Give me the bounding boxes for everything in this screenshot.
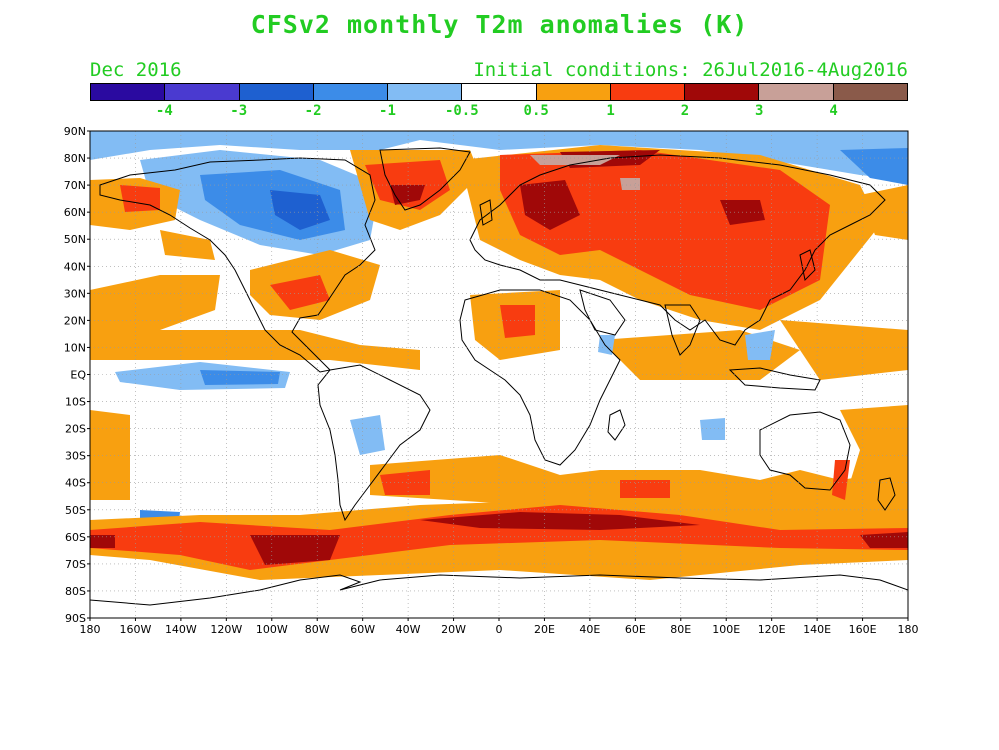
lon-tick-label: 80E [670,623,691,636]
colorbar-label: -1 [379,103,396,119]
colorbar-swatch-0 [91,84,166,100]
arctic-cold-core [840,148,908,185]
colorbar [90,83,908,101]
lat-tick-label: 60S [65,531,86,544]
colorbar-label: 2 [680,103,690,119]
valid-month: Dec 2016 [90,59,182,81]
lat-tick-label: 70S [65,558,86,571]
lat-tick-label: 60N [64,206,86,219]
lon-tick-label: 160W [120,623,152,636]
lat-tick-label: 20S [65,423,86,436]
maritime-cold [745,330,775,360]
lon-tick-label: 100W [256,623,288,636]
e-australia-warm [840,405,908,520]
lon-tick-label: 60E [625,623,646,636]
colorbar-label: -3 [230,103,248,119]
colorbar-labels: -4 -3 -2 -1 -0.5 0.5 1 2 3 4 [90,103,908,119]
lon-tick-label: 180 [898,623,919,636]
lon-tick-label: 20W [441,623,466,636]
map-title: CFSv2 monthly T2m anomalies (K) [250,10,749,39]
colorbar-swatch-9 [759,84,834,100]
lat-tick-label: 40N [64,260,86,273]
lat-tick-label: 30S [65,450,86,463]
lon-tick-label: 120E [758,623,786,636]
lon-tick-label: 140W [165,623,197,636]
lat-tick-label: 30N [64,287,86,300]
n-africa-warm-2 [500,305,535,338]
southern-ocean-core-2 [420,512,700,530]
eurasia-warm-core-1 [520,180,580,230]
southern-ocean-core-3 [90,535,115,548]
lon-tick-label: 140E [803,623,831,636]
colorbar-swatch-1 [165,84,240,100]
colorbar-swatch-10 [833,84,907,100]
alaska-warm-2 [120,185,160,212]
colorbar-swatch-4 [388,84,463,100]
lat-tick-label: 80S [65,585,86,598]
colorbar-label: 0.5 [523,103,549,119]
eurasia-extreme-2 [620,178,640,190]
canada-cold-core [270,190,330,230]
lat-tick-label: 10S [65,396,86,409]
s-america-cold [350,415,385,455]
lat-tick-label: 90S [65,612,86,625]
colorbar-swatch-2 [239,84,314,100]
colorbar-swatch-5 [462,84,537,100]
colorbar-swatch-7 [610,84,686,100]
lat-tick-label: 50S [65,504,86,517]
lat-tick-label: 80N [64,152,86,165]
s-atlantic-warm-2 [380,470,430,495]
arctic-cold-band [90,131,908,180]
colorbar-label: 1 [606,103,615,119]
lon-tick-label: 0 [496,623,503,636]
eq-pacific-cold-core [200,370,280,385]
colorbar-label: -2 [304,103,322,119]
indian-ocean-cold [700,418,725,440]
lat-tick-label: 50N [64,233,86,246]
colorbar-swatch-3 [313,84,389,100]
southern-ocean-core-1 [250,535,340,565]
coastlines [90,147,908,606]
lat-tick-label: 10N [64,341,86,354]
lat-tick-label: 90N [64,125,86,138]
colorbar-swatch-8 [685,84,760,100]
lon-tick-label: 20E [534,623,555,636]
w-pacific-warm [780,320,908,380]
lat-tick-label: 70N [64,179,86,192]
lon-tick-label: 80W [305,623,330,636]
colorbar-swatch-6 [536,84,611,100]
n-pacific-warm [90,275,220,330]
eurasia-warm-mid [500,150,830,310]
lon-tick-label: 40E [579,623,600,636]
colorbar-label: -4 [155,103,173,119]
anomaly-shading [90,131,908,580]
colorbar-label: 3 [755,103,764,119]
latitude-axis: 90N 80N 70N 60N 50N 40N 30N 20N 10N EQ 10S 20S 30S 40… [64,125,90,625]
s-indian-warm-2 [620,480,670,498]
lon-tick-label: 120W [210,623,242,636]
lon-tick-label: 60W [350,623,375,636]
longitude-axis: 180 160W 140W 120W 100W 80W 60W 40W 20W 0 20E 40E 60… [80,618,919,636]
initial-conditions: Initial conditions: 26Jul2016-4Aug2016 [473,59,908,81]
lon-tick-label: 160E [849,623,877,636]
lon-tick-label: 40W [396,623,421,636]
tropical-atlantic-warm [90,330,420,370]
lat-tick-label: 40S [65,477,86,490]
us-warm-2 [270,275,330,310]
southern-ocean-core-4 [860,532,908,548]
grid-lines [90,131,908,618]
nw-canada-warm [160,230,215,260]
s-pacific-warm [90,410,130,500]
lat-tick-label: 20N [64,314,86,327]
colorbar-label: 4 [829,103,838,119]
lon-tick-label: 100E [712,623,740,636]
eurasia-extreme-1 [530,155,620,165]
lat-tick-label: EQ [70,369,86,382]
kamchatka-warm [860,185,908,240]
colorbar-label: -0.5 [444,103,479,119]
lon-tick-label: 180 [80,623,101,636]
eurasia-warm-core-2 [720,200,765,225]
